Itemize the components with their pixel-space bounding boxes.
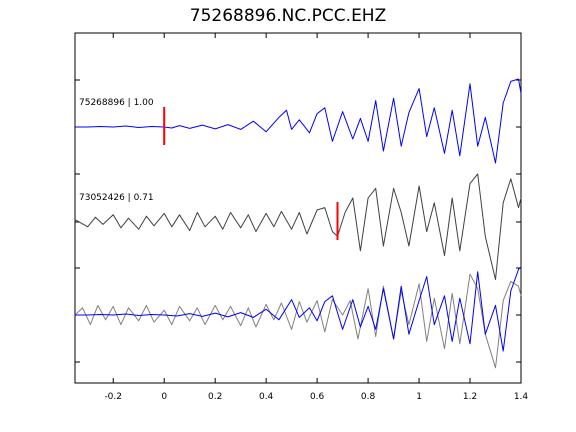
x-tick-label: 1.2 <box>463 392 477 402</box>
x-tick-label: 0.6 <box>310 392 325 402</box>
x-tick-label: 0 <box>161 392 167 402</box>
x-tick-label: 0.4 <box>259 392 274 402</box>
x-tick-label: 1 <box>416 392 422 402</box>
trace-label: 73052426 | 0.71 <box>79 193 154 203</box>
x-tick-label: -0.2 <box>104 392 122 402</box>
chart-title: 75268896.NC.PCC.EHZ <box>189 6 387 26</box>
waveform-series <box>75 266 522 352</box>
waveform-series <box>74 273 522 369</box>
waveform-series <box>75 78 522 164</box>
waveform-series <box>74 173 522 281</box>
x-tick-label: 0.8 <box>361 392 376 402</box>
axes-frame <box>74 32 522 384</box>
trace-label: 75268896 | 1.00 <box>79 98 154 108</box>
x-tick-label: 0.2 <box>208 392 222 402</box>
x-tick-label: 1.4 <box>514 392 529 402</box>
